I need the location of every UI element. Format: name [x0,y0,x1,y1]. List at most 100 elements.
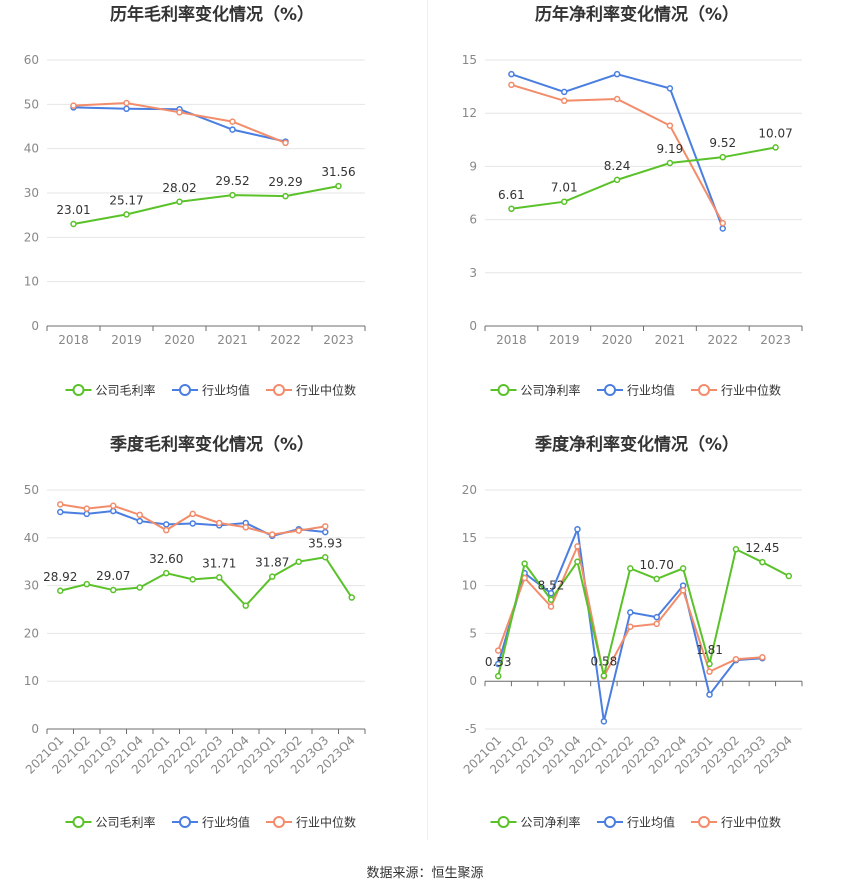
data-label: 31.71 [202,556,236,570]
data-point-avg [57,508,64,516]
data-point-median [123,99,130,107]
legend-item-avg: 行业均值 [597,383,675,398]
y-tick-label: 0 [31,722,39,736]
data-point-company [494,672,502,680]
legend-item-median: 行业中位数 [266,815,356,830]
data-point-avg [600,718,608,725]
y-tick-label: 20 [24,230,39,244]
legend-item-avg: 行业均值 [172,815,250,830]
legend-label: 公司净利率 [521,383,581,398]
data-point-median [561,97,568,105]
data-point-median [732,655,740,663]
data-label: 8.52 [538,579,565,593]
data-point-avg [547,589,555,597]
data-label: 8.24 [604,159,631,173]
data-point-company [706,660,713,668]
data-point-company [348,594,355,601]
data-point-company [719,153,726,161]
x-tick-label: 2020 [602,333,633,347]
y-tick-label: 10 [462,579,477,593]
legend-item-company: 公司毛利率 [65,815,156,830]
data-point-median [679,587,687,594]
chart-title: 季度毛利率变化情况（%） [110,434,314,455]
x-tick-label: 2022 [707,333,738,347]
data-label: 31.56 [321,165,355,179]
legend-item-avg: 行业均值 [172,383,250,398]
chart-annual-gross-margin: 历年毛利率变化情况（%） 0 10 20 30 40 50 60 2018 2019 2020 202… [0,0,425,430]
legend-swatch-marker [698,384,710,396]
y-tick-label: 40 [24,531,39,545]
data-point-median [136,511,143,519]
chart-title: 历年毛利率变化情况（%） [110,4,314,25]
divider [427,0,428,840]
y-tick-label: -5 [465,722,477,736]
y-tick-label: 0 [31,319,39,333]
y-tick-label: 0 [469,319,477,333]
data-point-company [282,192,289,200]
y-tick-label: 50 [24,483,39,497]
data-point-company [732,546,740,553]
legend-label: 行业均值 [202,815,250,830]
data-label: 6.61 [498,188,525,202]
data-point-company [666,159,674,167]
series-line-median [60,503,326,536]
data-point-median [759,654,766,661]
legend-item-median: 行业中位数 [691,383,781,398]
data-label: 7.01 [551,181,578,195]
data-point-median [719,219,726,227]
data-point-company [110,586,117,594]
legend-label: 行业中位数 [296,815,356,830]
chart-annual-net-margin: 历年净利率变化情况（%） 0 3 6 9 12 15 2018 2019 2020 2021 2022… [425,0,850,430]
data-point-company [216,574,223,581]
data-point-company [269,573,276,580]
data-label: 35.93 [308,536,342,550]
data-point-avg [613,70,621,78]
legend-label: 行业中位数 [721,815,781,830]
data-point-avg [627,609,634,616]
data-point-company [561,198,568,205]
data-point-median [163,526,170,534]
data-point-company [613,176,621,184]
legend-label: 行业中位数 [296,383,356,398]
y-tick-label: 20 [24,626,39,640]
legend-item-median: 行业中位数 [266,383,356,398]
data-point-company [242,602,249,609]
data-point-avg [322,528,329,536]
legend-swatch-marker [273,816,285,828]
data-point-company [70,220,77,228]
data-label: 9.52 [709,136,736,150]
legend-swatch-marker [273,384,285,396]
y-tick-label: 15 [462,531,477,545]
data-point-median [547,603,555,610]
data-point-avg [719,225,726,232]
data-point-company [521,560,528,567]
chart-title: 季度净利率变化情况（%） [535,434,739,455]
legend-label: 行业中位数 [721,383,781,398]
data-label: 12.45 [745,541,779,555]
data-point-company [772,144,779,151]
data-point-company [785,572,793,580]
data-point-avg [123,105,130,113]
data-point-company [508,205,515,213]
data-point-median [70,102,77,109]
data-point-median [282,139,289,147]
legend-item-company: 公司净利率 [490,815,581,830]
data-point-company [229,191,236,199]
chart-quarterly-gross-margin: 季度毛利率变化情况（%） 0 10 20 30 40 50 2021Q1 2021Q2 2021Q… [0,430,425,860]
legend-label: 行业均值 [627,815,675,830]
data-point-median [229,118,236,125]
data-point-median [216,519,223,527]
y-tick-label: 0 [469,674,477,688]
data-label: 32.60 [149,552,183,566]
data-point-avg [229,126,236,133]
data-point-avg [561,88,568,96]
data-point-median [295,527,302,534]
data-label: 10.70 [640,558,674,572]
x-tick-label: 2018 [58,333,89,347]
data-point-company [335,182,342,190]
data-point-company [574,558,581,565]
legend-swatch-marker [604,816,616,828]
legend-swatch-marker [179,816,191,828]
data-point-company [600,672,608,679]
legend-label: 公司毛利率 [96,815,156,830]
